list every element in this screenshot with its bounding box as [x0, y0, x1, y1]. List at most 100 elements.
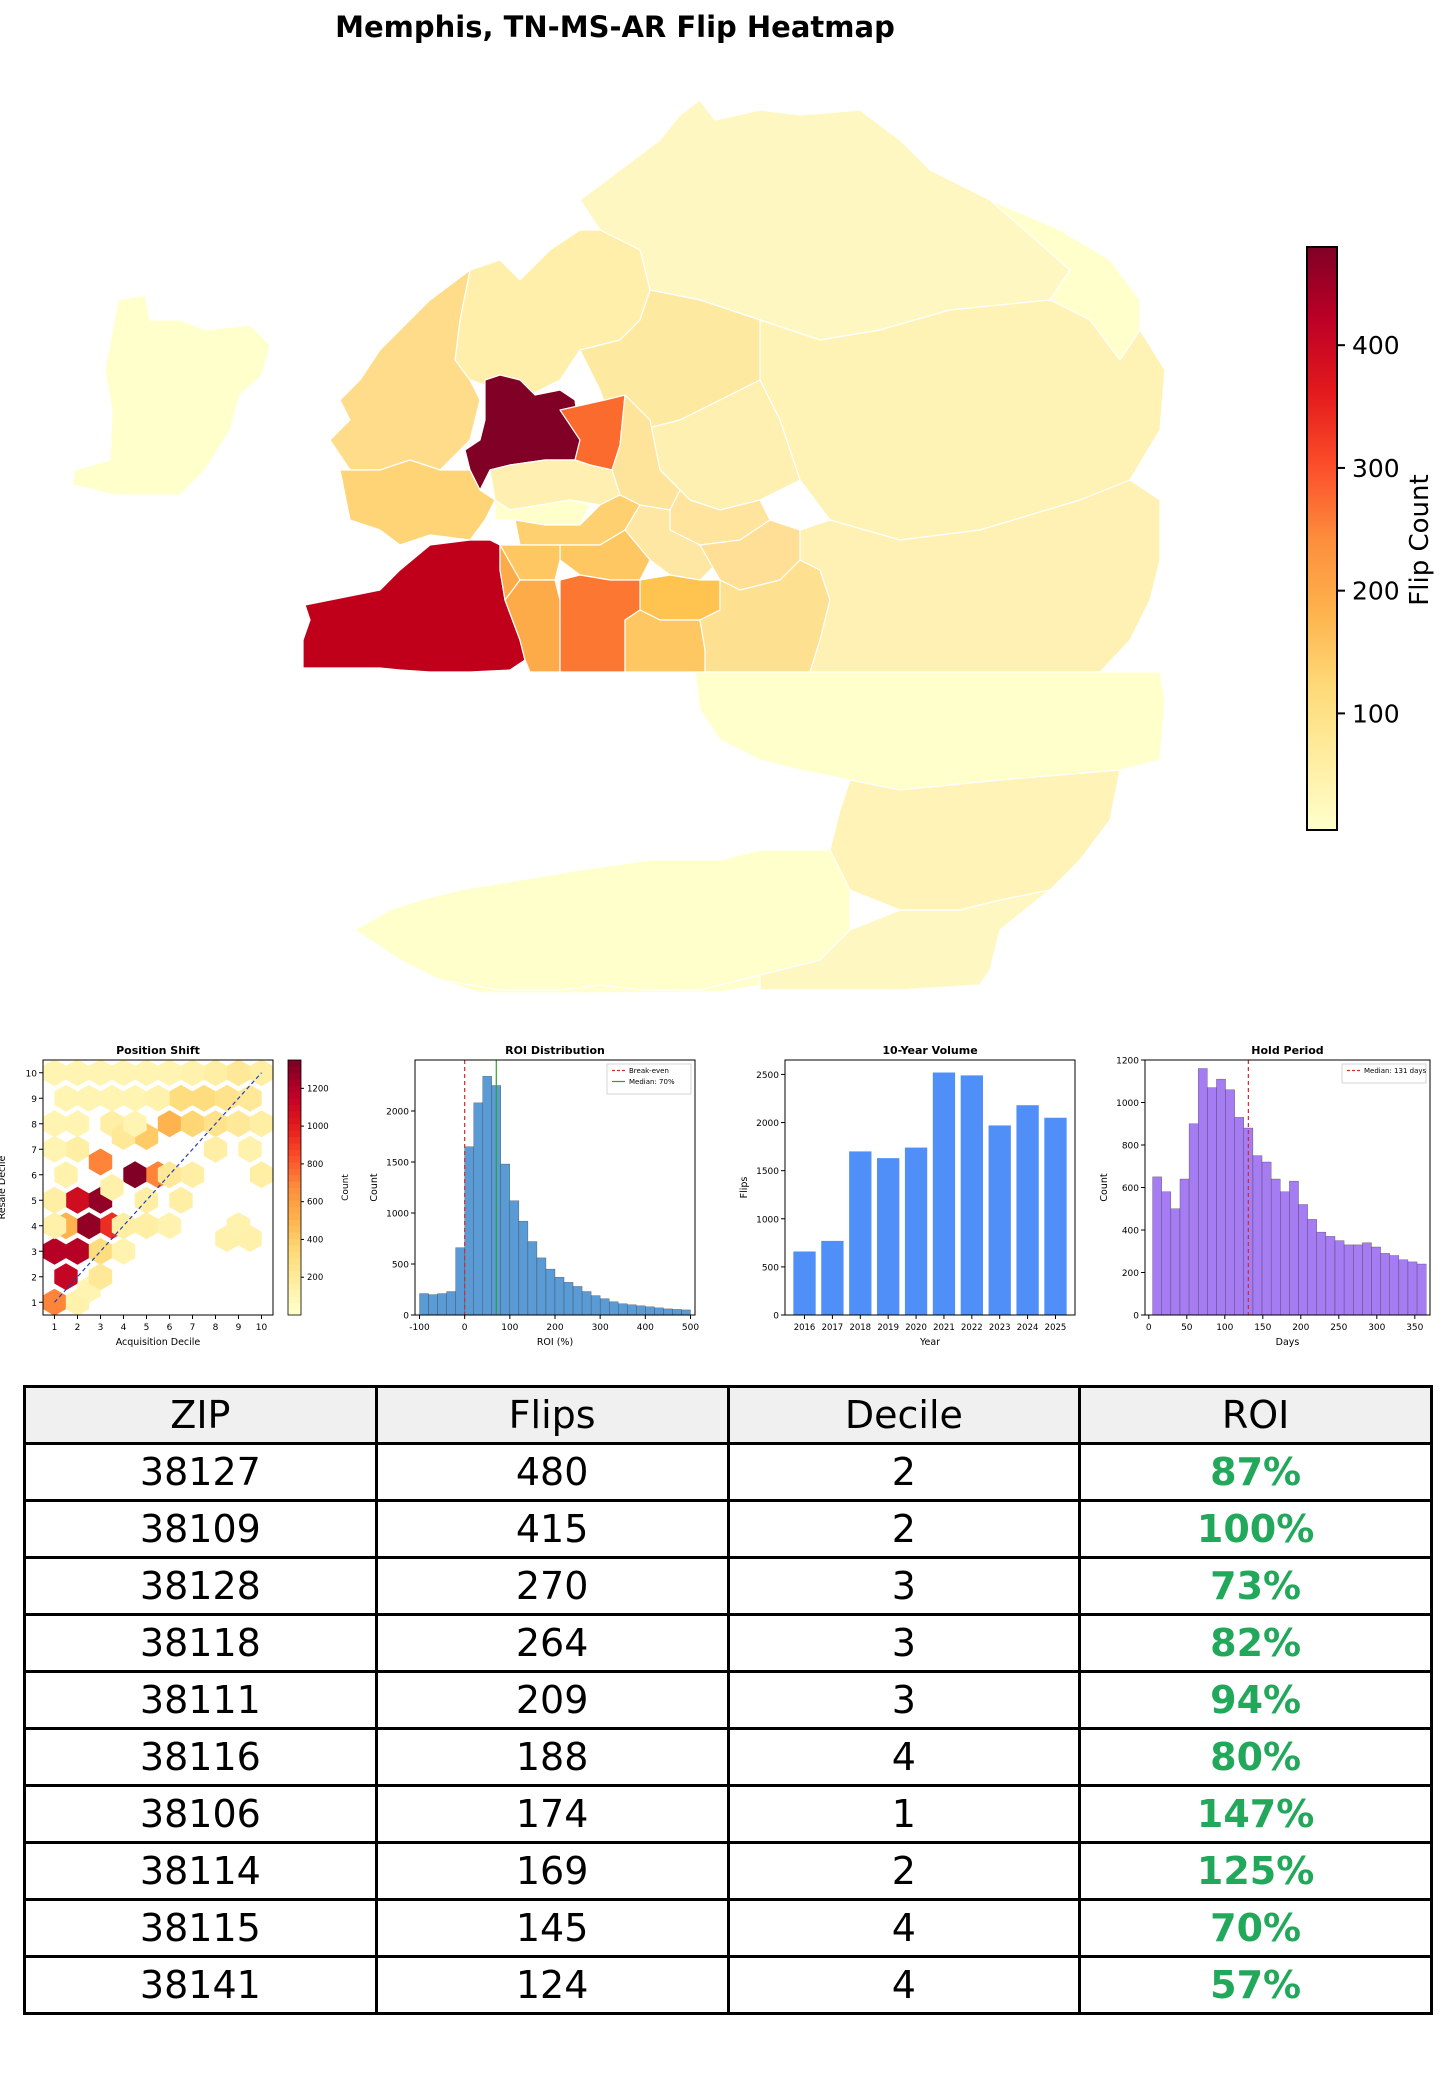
- table-header-row: ZIP Flips Decile ROI: [23, 1385, 1433, 1445]
- hexbin-cell: [134, 1212, 159, 1240]
- x-tick-label: 2: [75, 1323, 81, 1333]
- table-row: 38118 264 3 82%: [23, 1613, 1433, 1673]
- hexbin-cell: [65, 1186, 90, 1214]
- histogram-bar: [509, 1200, 520, 1316]
- x-tick-label: 2017: [822, 1323, 844, 1333]
- colorbar-segment: [288, 1276, 301, 1284]
- x-tick-label: 2024: [1017, 1323, 1039, 1333]
- colorbar-segment: [288, 1219, 301, 1227]
- table-cell: 3: [726, 1556, 1082, 1616]
- histogram-bar: [1234, 1117, 1244, 1316]
- colorbar-segment: [288, 1257, 301, 1265]
- roi-cell: 147%: [1078, 1784, 1433, 1844]
- hexbin-cell: [123, 1110, 147, 1138]
- y-axis-label: Resale Decile: [0, 1155, 8, 1219]
- histogram-bar: [473, 1102, 483, 1316]
- x-tick-label: 350: [1406, 1323, 1423, 1333]
- x-tick-label: 500: [682, 1323, 699, 1333]
- hexbin-cell: [42, 1110, 67, 1138]
- histogram-bar: [572, 1286, 583, 1316]
- table-cell: 3: [726, 1613, 1082, 1673]
- histogram-bar: [1380, 1253, 1390, 1316]
- histogram-bar: [608, 1301, 619, 1316]
- x-tick-label: 6: [167, 1323, 173, 1333]
- histogram-bar: [681, 1309, 691, 1316]
- colorbar-tick-label: 400: [1352, 331, 1400, 360]
- hexbin-cell: [157, 1212, 182, 1240]
- map-region: [799, 479, 1161, 673]
- hexbin-cell: [100, 1174, 124, 1201]
- hexbin-cell: [249, 1161, 274, 1189]
- colorbar-segment: [288, 1104, 301, 1112]
- colorbar-segment: [288, 1193, 301, 1201]
- hexbin-cell: [226, 1110, 251, 1138]
- hexbin-cell: [65, 1237, 90, 1265]
- colorbar-tick-label: 600: [307, 1198, 323, 1208]
- histogram-bar: [645, 1306, 655, 1316]
- y-axis-label: Flips: [739, 1177, 750, 1199]
- roi-cell: 70%: [1078, 1898, 1433, 1958]
- table-cell: 209: [374, 1670, 730, 1730]
- table-cell: 38109: [23, 1499, 378, 1559]
- table-row: 38114 169 2 125%: [23, 1841, 1433, 1901]
- hexbin-cell: [54, 1161, 78, 1189]
- y-tick-label: 2000: [386, 1108, 409, 1118]
- histogram-bar: [1152, 1176, 1162, 1316]
- colorbar-segment: [288, 1123, 301, 1131]
- colorbar-segment: [288, 1136, 301, 1144]
- y-tick-label: 1200: [1116, 1057, 1139, 1067]
- map-region: [639, 574, 721, 621]
- x-tick-label: 0: [462, 1323, 468, 1333]
- x-tick-label: 2020: [905, 1323, 927, 1333]
- y-tick-label: 800: [1122, 1142, 1139, 1152]
- histogram-bar: [636, 1305, 646, 1316]
- table-cell: 2: [726, 1841, 1082, 1901]
- position-shift-chart: Position Shift Acquisition Decile Resale D…: [0, 1044, 351, 1348]
- x-tick-label: 5: [144, 1323, 150, 1333]
- histogram-bar: [1216, 1078, 1226, 1316]
- histogram-bar: [1170, 1208, 1181, 1316]
- volume-bar: [821, 1240, 844, 1315]
- y-tick-label: 0: [1133, 1312, 1139, 1322]
- x-tick-label: 2016: [794, 1323, 816, 1333]
- x-tick-label: 150: [1254, 1323, 1271, 1333]
- map-region: [494, 499, 591, 526]
- roi-cell: 100%: [1078, 1499, 1433, 1559]
- colorbar-segment: [288, 1238, 301, 1246]
- mini-colorbar-frame: [287, 1059, 302, 1316]
- colorbar-segment: [288, 1244, 301, 1252]
- colorbar-segment: [288, 1066, 301, 1074]
- colorbar-tick-label: 200: [1352, 577, 1400, 606]
- table-cell: 145: [374, 1898, 730, 1958]
- table-cell: 124: [374, 1955, 730, 2015]
- histogram-bar: [1261, 1161, 1272, 1316]
- colorbar-segment: [288, 1225, 301, 1233]
- hexbin-cell: [169, 1186, 193, 1214]
- table-cell: 270: [374, 1556, 730, 1616]
- hexbin-cell: [238, 1084, 262, 1112]
- histogram-bar: [1307, 1219, 1317, 1316]
- colorbar-segment: [288, 1060, 301, 1067]
- histogram-bar: [1398, 1259, 1409, 1316]
- x-tick-label: 2018: [849, 1323, 871, 1333]
- hexbin-cell: [111, 1237, 136, 1265]
- histogram-bar: [654, 1307, 664, 1316]
- y-tick-label: 6: [31, 1171, 37, 1181]
- table-cell: 264: [374, 1613, 730, 1673]
- hexbin-cell: [42, 1135, 67, 1163]
- histogram-bar: [563, 1282, 574, 1316]
- histogram-bar: [527, 1241, 538, 1316]
- hexbin-cell: [203, 1059, 228, 1087]
- x-tick-label: 2025: [1045, 1323, 1067, 1333]
- colorbar-gradient: [1306, 246, 1338, 831]
- x-tick-label: 400: [637, 1323, 654, 1333]
- histogram-bar: [618, 1303, 628, 1316]
- histogram-bar: [536, 1257, 547, 1316]
- table-cell: 38127: [23, 1442, 378, 1502]
- y-tick-label: 1000: [386, 1210, 409, 1220]
- table-row: 38106 174 1 147%: [23, 1784, 1433, 1844]
- roi-cell: 82%: [1078, 1613, 1433, 1673]
- histogram-bar: [1353, 1244, 1363, 1316]
- histogram-bar: [1207, 1087, 1217, 1316]
- histogram-bar: [1362, 1242, 1372, 1316]
